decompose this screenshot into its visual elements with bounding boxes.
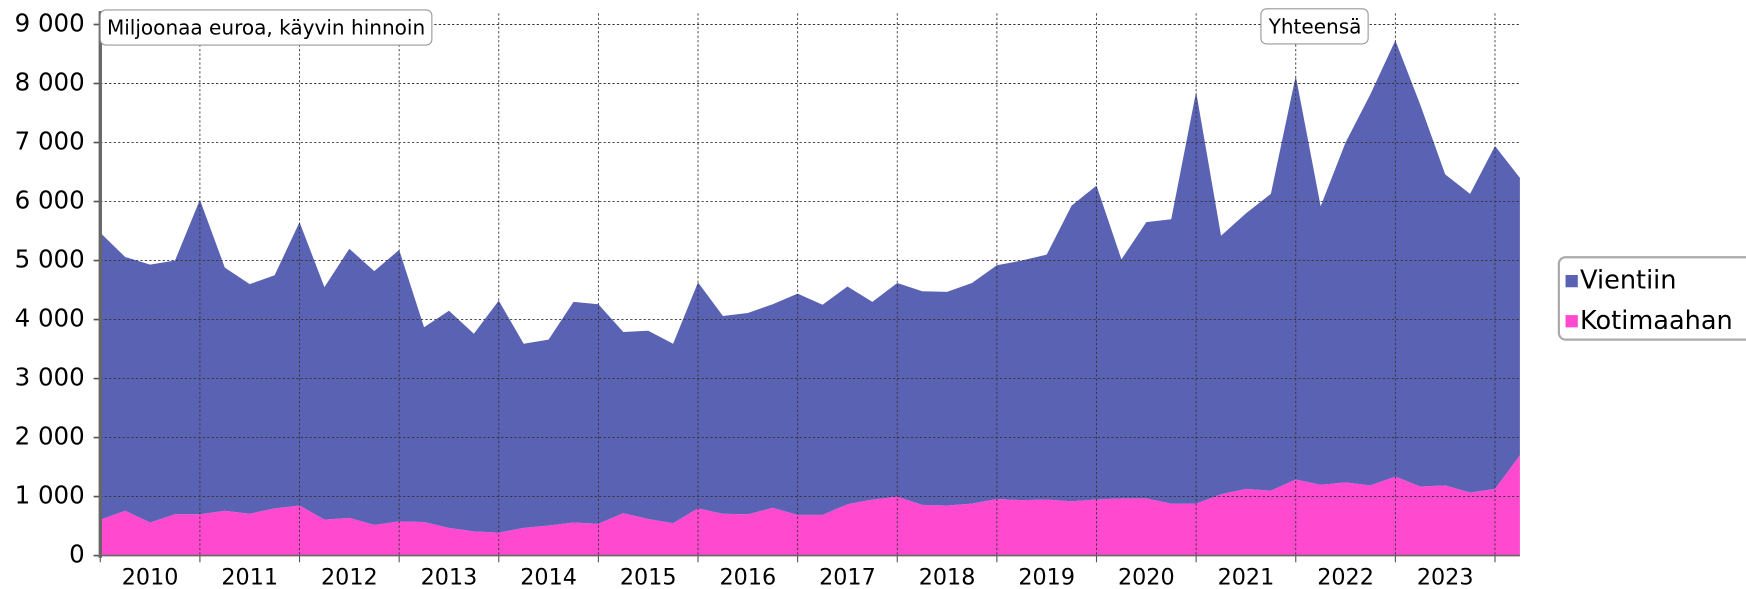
- grid: [100, 13, 1520, 556]
- x-tick-label: 2015: [620, 564, 677, 589]
- x-tick-label: 2023: [1417, 564, 1474, 589]
- x-tick-label: 2011: [221, 564, 278, 589]
- areas: [100, 40, 1520, 556]
- y-tick-label: 1 000: [15, 481, 85, 510]
- area: [100, 455, 1520, 556]
- x-tick-label: 2016: [720, 564, 777, 589]
- x-tick-label: 2022: [1317, 564, 1374, 589]
- annotation: Miljoonaa euroa, käyvin hinnoin: [107, 15, 425, 39]
- y-tick-label: 8 000: [15, 68, 85, 97]
- x-tick-label: 2010: [122, 564, 179, 589]
- y-tick-label: 7 000: [15, 127, 85, 156]
- y-tick-label: 0: [69, 540, 85, 569]
- x-tick-label: 2019: [1018, 564, 1075, 589]
- legend-box: [1557, 256, 1746, 341]
- x-tick-label: 2014: [520, 564, 577, 589]
- x-tick-label: 2020: [1118, 564, 1175, 589]
- x-tick-label: 2013: [421, 564, 478, 589]
- y-tick-label: 9 000: [15, 8, 85, 37]
- annotation-box: [1260, 8, 1369, 45]
- legend-swatch: [1565, 315, 1578, 328]
- y-tick-label: 5 000: [15, 245, 85, 274]
- y-tick-label: 2 000: [15, 422, 85, 451]
- legend-label: Vientiin: [1580, 266, 1677, 296]
- annotation-box: [99, 9, 433, 46]
- x-tick-label: 2018: [919, 564, 976, 589]
- x-tick-label: 2021: [1218, 564, 1275, 589]
- legend-swatch: [1565, 275, 1578, 288]
- x-tick-label: 2012: [321, 564, 378, 589]
- y-tick-label: 6 000: [15, 186, 85, 215]
- annotation: Yhteensä: [1268, 14, 1362, 38]
- legend-label: Kotimaahan: [1580, 306, 1733, 336]
- y-tick-label: 4 000: [15, 304, 85, 333]
- y-tick-label: 3 000: [15, 363, 85, 392]
- area: [100, 40, 1520, 533]
- x-tick-label: 2017: [819, 564, 876, 589]
